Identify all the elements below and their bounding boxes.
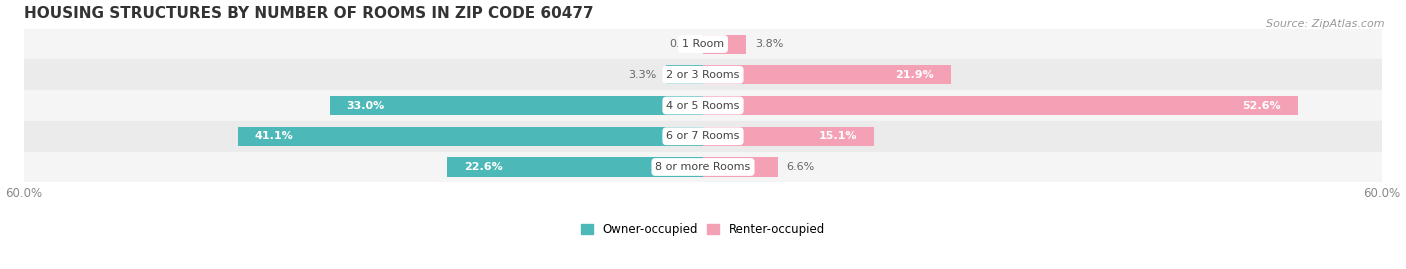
Bar [665, 65, 703, 84]
Bar [24, 152, 1382, 182]
Bar [238, 127, 703, 146]
Text: 3.8%: 3.8% [755, 39, 783, 49]
Text: 4 or 5 Rooms: 4 or 5 Rooms [666, 101, 740, 111]
Bar [703, 127, 875, 146]
Bar [24, 90, 1382, 121]
Bar [703, 157, 778, 176]
Text: 6.6%: 6.6% [787, 162, 815, 172]
Bar [24, 121, 1382, 152]
Text: 15.1%: 15.1% [818, 131, 856, 141]
Bar [447, 157, 703, 176]
Text: 33.0%: 33.0% [347, 101, 385, 111]
Bar [329, 96, 703, 115]
Text: Source: ZipAtlas.com: Source: ZipAtlas.com [1267, 19, 1385, 29]
Text: 1 Room: 1 Room [682, 39, 724, 49]
Text: HOUSING STRUCTURES BY NUMBER OF ROOMS IN ZIP CODE 60477: HOUSING STRUCTURES BY NUMBER OF ROOMS IN… [24, 6, 593, 20]
Bar [24, 59, 1382, 90]
Text: 22.6%: 22.6% [464, 162, 503, 172]
Text: 2 or 3 Rooms: 2 or 3 Rooms [666, 70, 740, 80]
Text: 0.0%: 0.0% [669, 39, 697, 49]
Bar [703, 96, 1298, 115]
Text: 8 or more Rooms: 8 or more Rooms [655, 162, 751, 172]
Bar [24, 29, 1382, 59]
Text: 3.3%: 3.3% [628, 70, 657, 80]
Text: 6 or 7 Rooms: 6 or 7 Rooms [666, 131, 740, 141]
Text: 52.6%: 52.6% [1243, 101, 1281, 111]
Legend: Owner-occupied, Renter-occupied: Owner-occupied, Renter-occupied [576, 218, 830, 241]
Bar [703, 34, 747, 54]
Text: 41.1%: 41.1% [254, 131, 294, 141]
Bar [703, 65, 950, 84]
Text: 21.9%: 21.9% [896, 70, 934, 80]
